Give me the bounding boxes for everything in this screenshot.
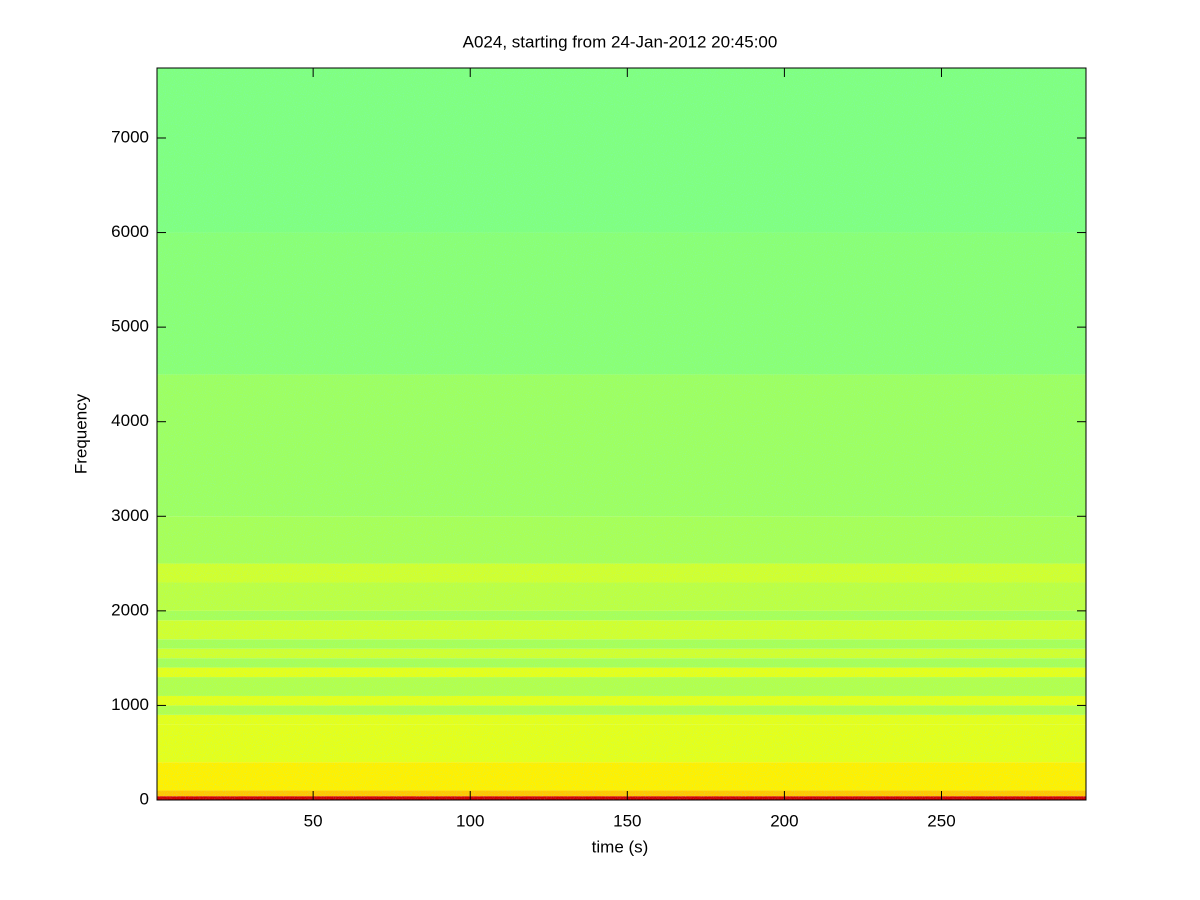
- x-axis-label: time (s): [592, 837, 649, 856]
- x-tick-label: 100: [456, 811, 484, 830]
- chart-title: A024, starting from 24-Jan-2012 20:45:00: [463, 32, 778, 51]
- axes-box: [156, 67, 1087, 801]
- x-tick-label: 150: [613, 811, 641, 830]
- y-tick-label: 4000: [111, 411, 149, 430]
- texture: [157, 68, 1086, 800]
- y-tick-label: 3000: [111, 506, 149, 525]
- y-tick-label: 5000: [111, 317, 149, 336]
- y-tick-label: 6000: [111, 222, 149, 241]
- x-tick-label: 250: [927, 811, 955, 830]
- y-axis-label: Frequency: [71, 393, 90, 474]
- y-tick-label: 2000: [111, 600, 149, 619]
- y-tick-label: 1000: [111, 695, 149, 714]
- y-tick-label: 0: [140, 789, 149, 808]
- x-tick-label: 200: [770, 811, 798, 830]
- y-tick-label: 7000: [111, 127, 149, 146]
- x-tick-label: 50: [304, 811, 323, 830]
